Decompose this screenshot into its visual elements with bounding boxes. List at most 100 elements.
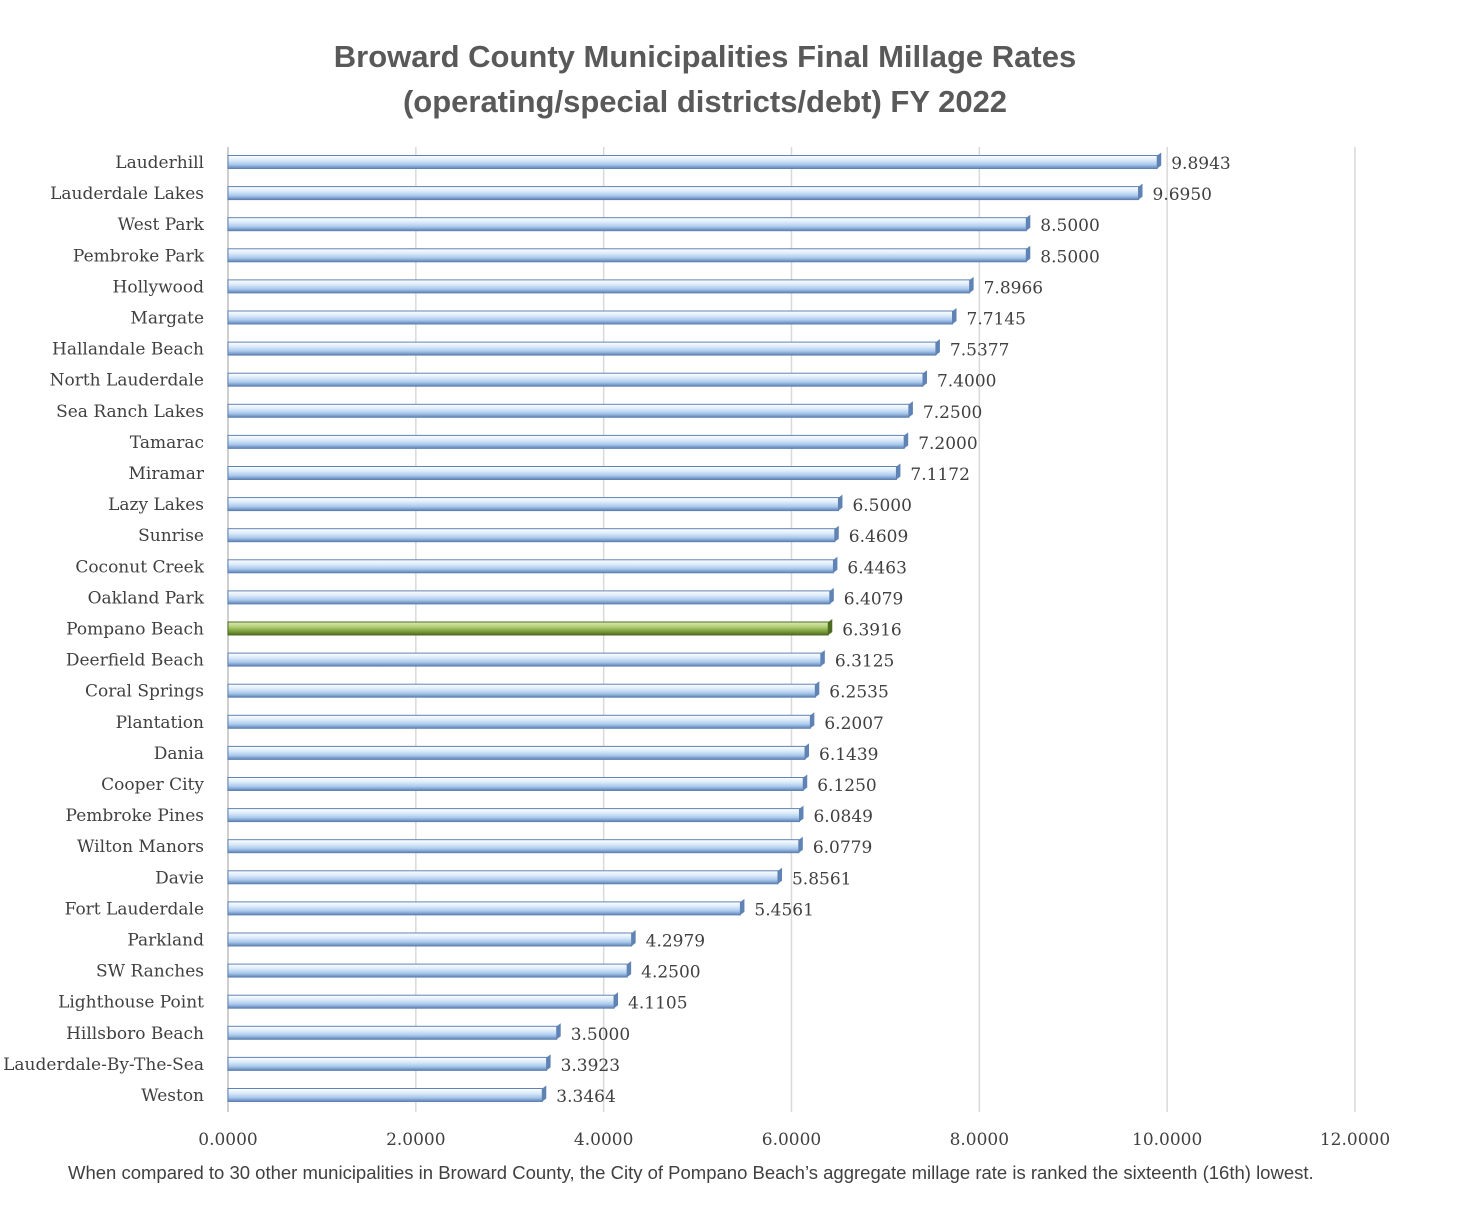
bar (227, 652, 822, 667)
value-label: 7.7145 (967, 310, 1026, 330)
value-label: 5.8561 (792, 869, 851, 889)
bar (227, 372, 924, 387)
bar (227, 279, 971, 294)
bar (227, 1056, 548, 1071)
value-label: 6.1439 (819, 745, 878, 765)
x-tick-label: 8.0000 (950, 1130, 1009, 1150)
category-label: Pembroke Pines (66, 806, 204, 826)
bar-cap (614, 992, 619, 1009)
labels: 0.0000 2.0000 4.0000 6.0000 8.0000 10.0000 12.… (3, 153, 1390, 1150)
bar-cap (1138, 183, 1143, 200)
category-label: Tamarac (130, 433, 204, 453)
bar (227, 186, 1140, 201)
value-label: 7.8966 (984, 278, 1043, 298)
bar (227, 901, 741, 916)
category-label: Hillsboro Beach (66, 1024, 204, 1044)
value-label: 9.6950 (1153, 185, 1212, 205)
value-label: 6.0849 (813, 807, 872, 827)
bar (227, 559, 834, 574)
bar-cap (904, 432, 909, 449)
value-label: 6.4079 (844, 589, 903, 609)
category-label: SW Ranches (96, 962, 204, 982)
bar (227, 808, 800, 823)
bar-cap (833, 556, 838, 573)
bar-cap (908, 401, 913, 418)
value-label: 3.3464 (556, 1087, 615, 1107)
bar (227, 155, 1158, 169)
category-label: Lazy Lakes (108, 495, 204, 515)
value-label: 9.8943 (1171, 154, 1230, 174)
x-tick-label: 12.0000 (1320, 1130, 1390, 1150)
category-label: Margate (130, 309, 204, 329)
value-label: 4.2979 (646, 932, 705, 952)
chart-title-line-1: Broward County Municipalities Final Mill… (333, 39, 1077, 74)
bar (227, 1025, 558, 1040)
category-label: Deerfield Beach (66, 651, 204, 671)
value-label: 3.5000 (571, 1025, 630, 1045)
x-tick-label: 0.0000 (198, 1130, 257, 1150)
bar (227, 745, 806, 760)
bar-cap (810, 712, 815, 729)
bar (227, 963, 628, 978)
bar (227, 310, 954, 325)
category-label: Lighthouse Point (58, 993, 204, 1013)
category-label: Davie (155, 868, 204, 888)
category-label: Lauderdale Lakes (50, 184, 204, 204)
value-label: 6.3125 (835, 652, 894, 672)
bar (227, 714, 811, 729)
category-label: Cooper City (101, 775, 204, 795)
value-label: 7.5377 (950, 341, 1009, 361)
bar-cap (1026, 214, 1031, 231)
bar (227, 621, 829, 636)
bar (227, 217, 1027, 232)
bar-cap (546, 1054, 551, 1071)
category-label: West Park (118, 215, 205, 235)
bar-cap (1026, 245, 1031, 262)
category-label: Hollywood (113, 277, 205, 297)
category-label: Pompano Beach (66, 620, 204, 640)
bar-cap (838, 494, 843, 511)
value-label: 8.5000 (1040, 216, 1099, 236)
footnote: When compared to 30 other municipalities… (68, 1162, 1314, 1183)
bar-cap (631, 930, 636, 946)
value-label: 3.3923 (561, 1056, 620, 1076)
chart-title: Broward County Municipalities Final Mill… (250, 34, 1160, 124)
category-label: Sea Ranch Lakes (56, 402, 204, 422)
bar-cap (805, 743, 810, 760)
bar-cap (803, 774, 808, 791)
bar (227, 932, 633, 947)
bar-cap (952, 308, 957, 324)
bar-cap (828, 619, 833, 635)
bar-cap (922, 370, 927, 387)
bar (227, 870, 779, 885)
value-label: 7.1172 (910, 465, 969, 485)
x-tick-label: 6.0000 (762, 1130, 821, 1150)
value-label: 6.4609 (849, 527, 908, 547)
bar (227, 466, 897, 480)
bar-cap (820, 650, 825, 667)
category-label: Plantation (116, 713, 204, 733)
bar-cap (829, 587, 834, 604)
value-label: 7.2500 (923, 403, 982, 423)
bar (227, 1088, 543, 1102)
bar (227, 777, 804, 791)
value-label: 6.2535 (829, 683, 888, 703)
value-label: 6.2007 (824, 714, 883, 734)
value-label: 7.2000 (918, 434, 977, 454)
value-label: 6.0779 (813, 838, 872, 858)
bar-cap (798, 836, 803, 853)
bar-cap (969, 276, 974, 293)
category-label: Wilton Manors (77, 837, 204, 857)
bar-cap (556, 1023, 561, 1040)
category-label: Hallandale Beach (52, 340, 204, 360)
category-label: Fort Lauderdale (65, 899, 204, 919)
bar-cap (542, 1085, 547, 1102)
category-label: Oakland Park (88, 588, 205, 608)
bar-cap (935, 339, 940, 356)
bar (227, 994, 615, 1009)
bar-cap (1157, 152, 1162, 169)
category-label: Weston (141, 1086, 204, 1106)
category-label: Coconut Creek (75, 557, 204, 577)
value-label: 5.4561 (754, 900, 813, 920)
